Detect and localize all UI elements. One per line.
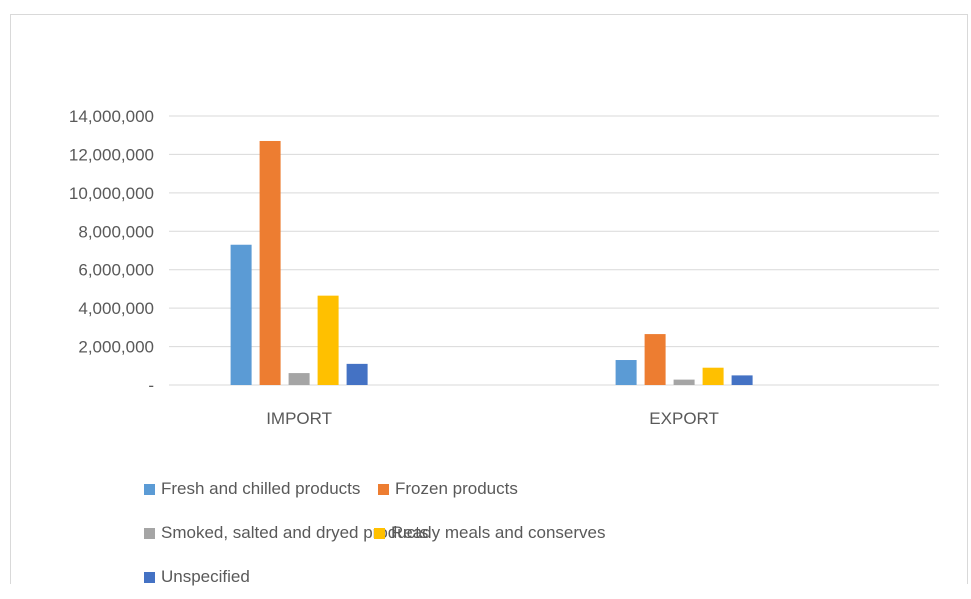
legend: Fresh and chilled products Frozen product… xyxy=(144,467,944,599)
legend-row: Unspecified xyxy=(144,555,944,599)
legend-label: Smoked, salted and dryed products xyxy=(161,523,429,542)
bar xyxy=(673,379,695,385)
x-tick-label: IMPORT xyxy=(266,409,332,428)
y-tick-label: 2,000,000 xyxy=(78,338,154,357)
bar xyxy=(731,375,753,385)
legend-swatch xyxy=(144,483,155,495)
x-tick-label: EXPORT xyxy=(649,409,719,428)
y-tick-label: 4,000,000 xyxy=(78,299,154,318)
legend-swatch xyxy=(378,483,389,495)
legend-item: Smoked, salted and dryed products xyxy=(144,523,428,543)
legend-swatch xyxy=(144,571,155,583)
bar xyxy=(702,367,724,385)
legend-label: Unspecified xyxy=(161,567,250,586)
bar xyxy=(259,140,281,385)
legend-swatch xyxy=(144,527,155,539)
legend-item: Ready meals and conserves xyxy=(374,523,606,543)
legend-swatch xyxy=(374,527,385,539)
y-tick-label: 12,000,000 xyxy=(69,145,154,164)
bar xyxy=(317,295,339,385)
y-tick-label: 10,000,000 xyxy=(69,184,154,203)
y-tick-label: 8,000,000 xyxy=(78,222,154,241)
bar xyxy=(615,360,637,385)
legend-item: Fresh and chilled products xyxy=(144,479,360,499)
legend-item: Unspecified xyxy=(144,567,250,587)
bar-chart: - 2,000,000 4,000,000 6,000,000 8,000,000 10,… xyxy=(69,107,939,428)
legend-label: Frozen products xyxy=(395,479,518,498)
bar xyxy=(230,244,252,385)
bar xyxy=(288,373,310,385)
y-tick-label: - xyxy=(148,376,154,395)
legend-row: Fresh and chilled products Frozen product… xyxy=(144,467,944,511)
legend-row: Smoked, salted and dryed products Ready m… xyxy=(144,511,944,555)
y-tick-label: 6,000,000 xyxy=(78,261,154,280)
legend-item: Frozen products xyxy=(378,479,518,499)
legend-label: Fresh and chilled products xyxy=(161,479,361,498)
chart-frame: - 2,000,000 4,000,000 6,000,000 8,000,000 10,… xyxy=(10,14,968,586)
y-tick-label: 14,000,000 xyxy=(69,107,154,126)
bar xyxy=(346,363,368,385)
bar xyxy=(644,334,666,385)
legend-label: Ready meals and conserves xyxy=(391,523,606,542)
